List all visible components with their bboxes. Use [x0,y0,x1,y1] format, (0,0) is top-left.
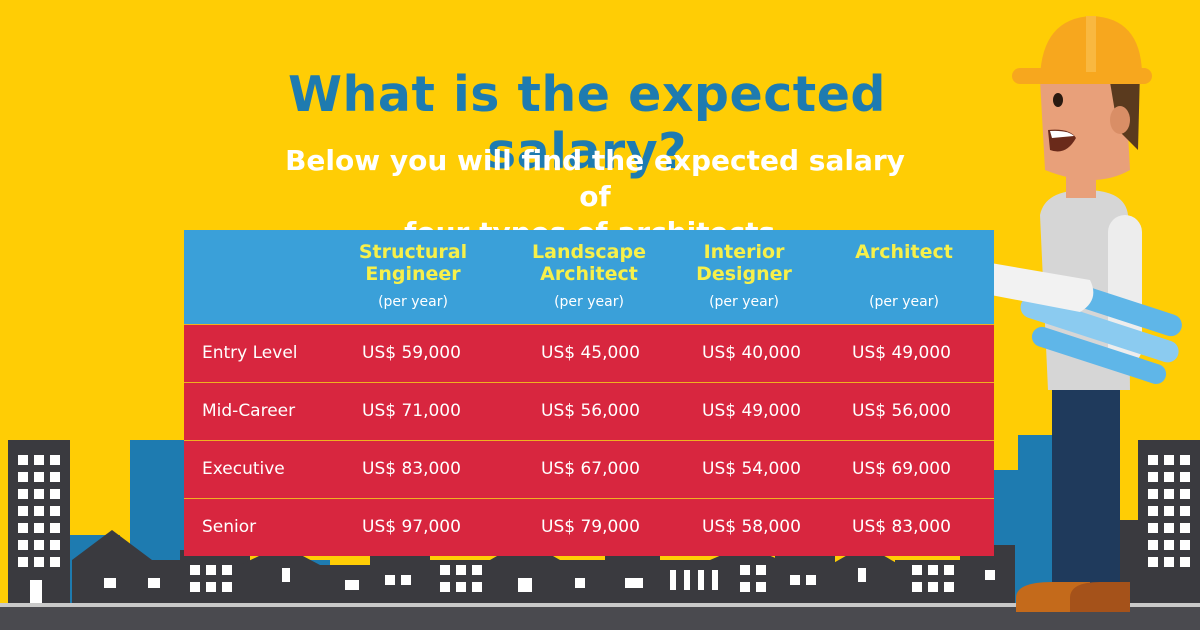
table-cell: US$ 56,000 [541,401,640,421]
headline: What is the expected salary? [287,66,887,180]
row-label: Entry Level [202,343,298,363]
table-header: Structural Engineer (per year) Landscape… [184,230,994,324]
table-cell: US$ 59,000 [362,343,461,363]
column-unit: (per year) [709,294,779,310]
column-name-line: Architect [540,263,638,285]
table-cell: US$ 54,000 [702,459,801,479]
column-name-line: Landscape [532,241,646,263]
table-cell: US$ 79,000 [541,517,640,537]
subheadline-line-1: Below you will find the expected salary … [285,144,905,213]
table-cell: US$ 83,000 [362,459,461,479]
table-row-senior: Senior US$ 97,000 US$ 79,000 US$ 58,000 … [184,498,994,556]
table-cell: US$ 40,000 [702,343,801,363]
salary-table: Structural Engineer (per year) Landscape… [184,230,994,556]
table-cell: US$ 83,000 [852,517,951,537]
table-row-executive: Executive US$ 83,000 US$ 67,000 US$ 54,0… [184,440,994,498]
row-label: Senior [202,517,257,537]
table-cell: US$ 56,000 [852,401,951,421]
column-header-architect: Architect (per year) [829,241,979,313]
column-header-landscape-architect: Landscape Architect (per year) [514,241,664,313]
table-cell: US$ 45,000 [541,343,640,363]
table-row-entry-level: Entry Level US$ 59,000 US$ 45,000 US$ 40… [184,324,994,382]
table-cell: US$ 58,000 [702,517,801,537]
column-unit: (per year) [554,294,624,310]
table-cell: US$ 97,000 [362,517,461,537]
column-unit: (per year) [378,294,448,310]
row-label: Mid-Career [202,401,296,421]
column-unit: (per year) [869,294,939,310]
column-name-line: Architect [855,241,953,263]
table-row-mid-career: Mid-Career US$ 71,000 US$ 56,000 US$ 49,… [184,382,994,440]
table-cell: US$ 69,000 [852,459,951,479]
column-name-line: Interior [703,241,785,263]
row-label: Executive [202,459,285,479]
column-header-structural-engineer: Structural Engineer (per year) [338,241,488,313]
column-name-line: Structural [358,241,468,263]
column-header-interior-designer: Interior Designer (per year) [669,241,819,313]
column-name-line: Designer [696,263,792,285]
table-cell: US$ 67,000 [541,459,640,479]
table-cell: US$ 49,000 [852,343,951,363]
table-cell: US$ 49,000 [702,401,801,421]
column-name-line: Engineer [365,263,461,285]
table-cell: US$ 71,000 [362,401,461,421]
